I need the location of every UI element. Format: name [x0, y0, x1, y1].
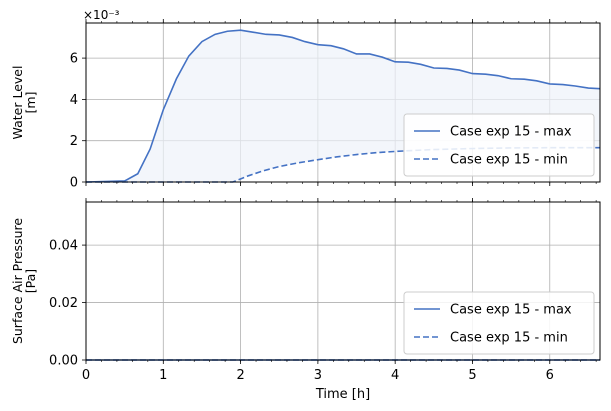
x-tick-label: 1	[159, 368, 167, 383]
legend-label: Case exp 15 - min	[450, 153, 568, 168]
y-tick-label: 4	[70, 93, 78, 108]
y-tick-label: 0.04	[49, 239, 78, 254]
x-tick-label: 0	[82, 368, 90, 383]
legend: Case exp 15 - max Case exp 15 - min	[403, 291, 595, 355]
chart-panel-1: 0 2 4 6 Water Level[m] ×10⁻³ Case exp 15 - max…	[10, 8, 601, 191]
x-tick-label: 6	[546, 368, 554, 383]
y-scale-note: ×10⁻³	[83, 8, 120, 22]
y-tick-label: 0	[70, 176, 78, 191]
plot-frame	[85, 22, 601, 183]
legend-label: Case exp 15 - max	[450, 125, 572, 140]
x-tick-label: 4	[391, 368, 399, 383]
series-line-max	[85, 29, 601, 183]
series-line-min	[86, 146, 600, 183]
legend-label: Case exp 15 - min	[450, 331, 568, 346]
x-tick-label: 3	[314, 368, 322, 383]
y-tick-label: 0.00	[49, 354, 78, 369]
chart-panel-2: 0 1 2 3 4 5 6 0.00 0.02 0.04 Surface Air Pressure[…	[10, 198, 601, 402]
legend-box	[403, 291, 595, 355]
y-tick-label: 0.02	[49, 296, 78, 311]
y-tick-label: 2	[70, 134, 78, 149]
y-axis-label-line-2: [Pa]	[23, 269, 38, 293]
legend: Case exp 15 - max Case exp 15 - min	[403, 113, 595, 177]
y-tick-label: 6	[70, 52, 78, 67]
y-axis-label-line-1: Surface Air Pressure	[10, 218, 25, 344]
plot-frame	[85, 201, 601, 361]
legend-label: Case exp 15 - max	[450, 303, 572, 318]
x-tick-label: 5	[468, 368, 476, 383]
x-tick-label: 2	[236, 368, 244, 383]
x-axis-label: Time [h]	[315, 387, 370, 402]
legend-box	[403, 113, 595, 177]
y-axis-label-line-1: Water Level	[10, 66, 25, 140]
y-axis-label-line-2: [m]	[23, 92, 38, 114]
